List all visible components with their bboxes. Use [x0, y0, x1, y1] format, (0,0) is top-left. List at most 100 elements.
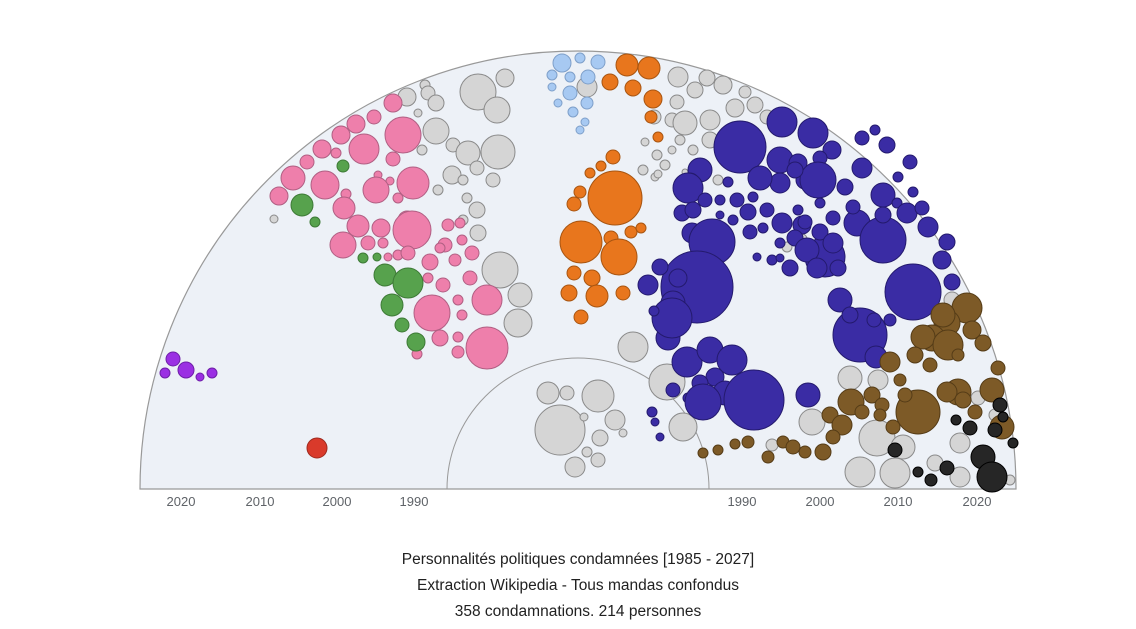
- conviction-bubble-gray[interactable]: [640, 137, 650, 147]
- conviction-bubble-navy[interactable]: [902, 154, 918, 170]
- conviction-bubble-orange[interactable]: [573, 309, 589, 325]
- conviction-bubble-green[interactable]: [392, 267, 424, 299]
- conviction-bubble-pink[interactable]: [310, 170, 340, 200]
- conviction-bubble-gray[interactable]: [413, 108, 423, 118]
- conviction-bubble-navy[interactable]: [722, 176, 734, 188]
- conviction-bubble-navy[interactable]: [896, 202, 918, 224]
- conviction-bubble-gray[interactable]: [746, 96, 764, 114]
- conviction-bubble-gray[interactable]: [667, 145, 677, 155]
- conviction-bubble-navy[interactable]: [766, 254, 778, 266]
- conviction-bubble-pink[interactable]: [422, 272, 434, 284]
- conviction-bubble-pink[interactable]: [371, 218, 391, 238]
- conviction-bubble-brown[interactable]: [974, 334, 992, 352]
- conviction-bubble-pink[interactable]: [330, 147, 342, 159]
- conviction-bubble-brown[interactable]: [798, 445, 812, 459]
- conviction-bubble-pink[interactable]: [383, 93, 403, 113]
- conviction-bubble-gray[interactable]: [844, 456, 876, 488]
- conviction-bubble-brown[interactable]: [962, 320, 982, 340]
- conviction-bubble-orange[interactable]: [637, 56, 661, 80]
- conviction-bubble-brown[interactable]: [893, 373, 907, 387]
- conviction-bubble-orange[interactable]: [573, 185, 587, 199]
- conviction-bubble-orange[interactable]: [560, 284, 578, 302]
- conviction-bubble-orange[interactable]: [600, 238, 638, 276]
- conviction-bubble-black[interactable]: [987, 422, 1003, 438]
- conviction-bubble-orange[interactable]: [644, 110, 658, 124]
- conviction-bubble-brown[interactable]: [897, 387, 913, 403]
- conviction-bubble-light-blue[interactable]: [580, 117, 590, 127]
- conviction-bubble-green[interactable]: [380, 293, 404, 317]
- conviction-bubble-black[interactable]: [939, 460, 955, 476]
- conviction-bubble-light-blue[interactable]: [574, 52, 586, 64]
- conviction-bubble-pink[interactable]: [462, 270, 478, 286]
- conviction-bubble-light-blue[interactable]: [567, 106, 579, 118]
- conviction-bubble-black[interactable]: [1007, 437, 1019, 449]
- conviction-bubble-brown[interactable]: [729, 438, 741, 450]
- conviction-bubble-gray[interactable]: [422, 117, 450, 145]
- conviction-bubble-navy[interactable]: [651, 297, 693, 339]
- conviction-bubble-black[interactable]: [887, 442, 903, 458]
- conviction-bubble-orange[interactable]: [624, 225, 638, 239]
- conviction-bubble-pink[interactable]: [269, 186, 289, 206]
- conviction-bubble-gray[interactable]: [503, 308, 533, 338]
- conviction-bubble-black[interactable]: [912, 466, 924, 478]
- conviction-bubble-gray[interactable]: [879, 457, 911, 489]
- conviction-bubble-orange[interactable]: [559, 220, 603, 264]
- conviction-bubble-brown[interactable]: [863, 386, 881, 404]
- conviction-bubble-gray[interactable]: [427, 94, 445, 112]
- conviction-bubble-navy[interactable]: [651, 258, 669, 276]
- conviction-bubble-navy[interactable]: [795, 382, 821, 408]
- conviction-bubble-gray[interactable]: [536, 381, 560, 405]
- conviction-bubble-pink[interactable]: [384, 116, 422, 154]
- conviction-bubble-navy[interactable]: [891, 197, 903, 209]
- conviction-bubble-navy[interactable]: [729, 192, 745, 208]
- conviction-bubble-pink[interactable]: [465, 326, 509, 370]
- conviction-bubble-navy[interactable]: [938, 233, 956, 251]
- conviction-bubble-purple[interactable]: [206, 367, 218, 379]
- conviction-bubble-gray[interactable]: [653, 169, 663, 179]
- conviction-bubble-pink[interactable]: [396, 166, 430, 200]
- conviction-bubble-gray[interactable]: [534, 404, 586, 456]
- conviction-bubble-brown[interactable]: [906, 346, 924, 364]
- conviction-bubble-orange[interactable]: [585, 284, 609, 308]
- conviction-bubble-brown[interactable]: [879, 351, 901, 373]
- conviction-bubble-navy[interactable]: [884, 263, 942, 321]
- conviction-bubble-navy[interactable]: [646, 406, 658, 418]
- conviction-bubble-brown[interactable]: [967, 404, 983, 420]
- conviction-bubble-gray[interactable]: [416, 144, 428, 156]
- conviction-bubble-brown[interactable]: [697, 447, 709, 459]
- conviction-bubble-light-blue[interactable]: [546, 69, 558, 81]
- conviction-bubble-navy[interactable]: [822, 140, 842, 160]
- conviction-bubble-gray[interactable]: [481, 251, 519, 289]
- conviction-bubble-pink[interactable]: [456, 309, 468, 321]
- conviction-bubble-gray[interactable]: [659, 159, 671, 171]
- conviction-bubble-orange[interactable]: [643, 89, 663, 109]
- conviction-bubble-navy[interactable]: [799, 161, 837, 199]
- conviction-bubble-navy[interactable]: [917, 216, 939, 238]
- conviction-bubble-purple[interactable]: [177, 361, 195, 379]
- conviction-bubble-navy[interactable]: [637, 274, 659, 296]
- conviction-bubble-orange[interactable]: [601, 73, 619, 91]
- conviction-bubble-pink[interactable]: [413, 294, 451, 332]
- conviction-bubble-brown[interactable]: [990, 360, 1006, 376]
- conviction-bubble-navy[interactable]: [742, 224, 758, 240]
- conviction-bubble-gray[interactable]: [485, 172, 501, 188]
- conviction-bubble-navy[interactable]: [806, 257, 828, 279]
- conviction-bubble-brown[interactable]: [910, 324, 936, 350]
- conviction-bubble-orange[interactable]: [652, 131, 664, 143]
- conviction-bubble-navy[interactable]: [851, 157, 873, 179]
- conviction-bubble-navy[interactable]: [713, 120, 767, 174]
- conviction-bubble-navy[interactable]: [723, 369, 785, 431]
- conviction-bubble-navy[interactable]: [845, 199, 861, 215]
- conviction-bubble-light-blue[interactable]: [575, 125, 585, 135]
- conviction-bubble-gray[interactable]: [949, 432, 971, 454]
- conviction-bubble-brown[interactable]: [785, 439, 801, 455]
- conviction-bubble-gray[interactable]: [469, 224, 487, 242]
- conviction-bubble-navy[interactable]: [827, 287, 853, 313]
- conviction-bubble-gray[interactable]: [765, 438, 779, 452]
- conviction-bubble-pink[interactable]: [360, 235, 376, 251]
- conviction-bubble-brown[interactable]: [741, 435, 755, 449]
- conviction-bubble-pink[interactable]: [434, 242, 446, 254]
- conviction-bubble-navy[interactable]: [869, 124, 881, 136]
- conviction-bubble-navy[interactable]: [747, 191, 759, 203]
- conviction-bubble-navy[interactable]: [854, 130, 870, 146]
